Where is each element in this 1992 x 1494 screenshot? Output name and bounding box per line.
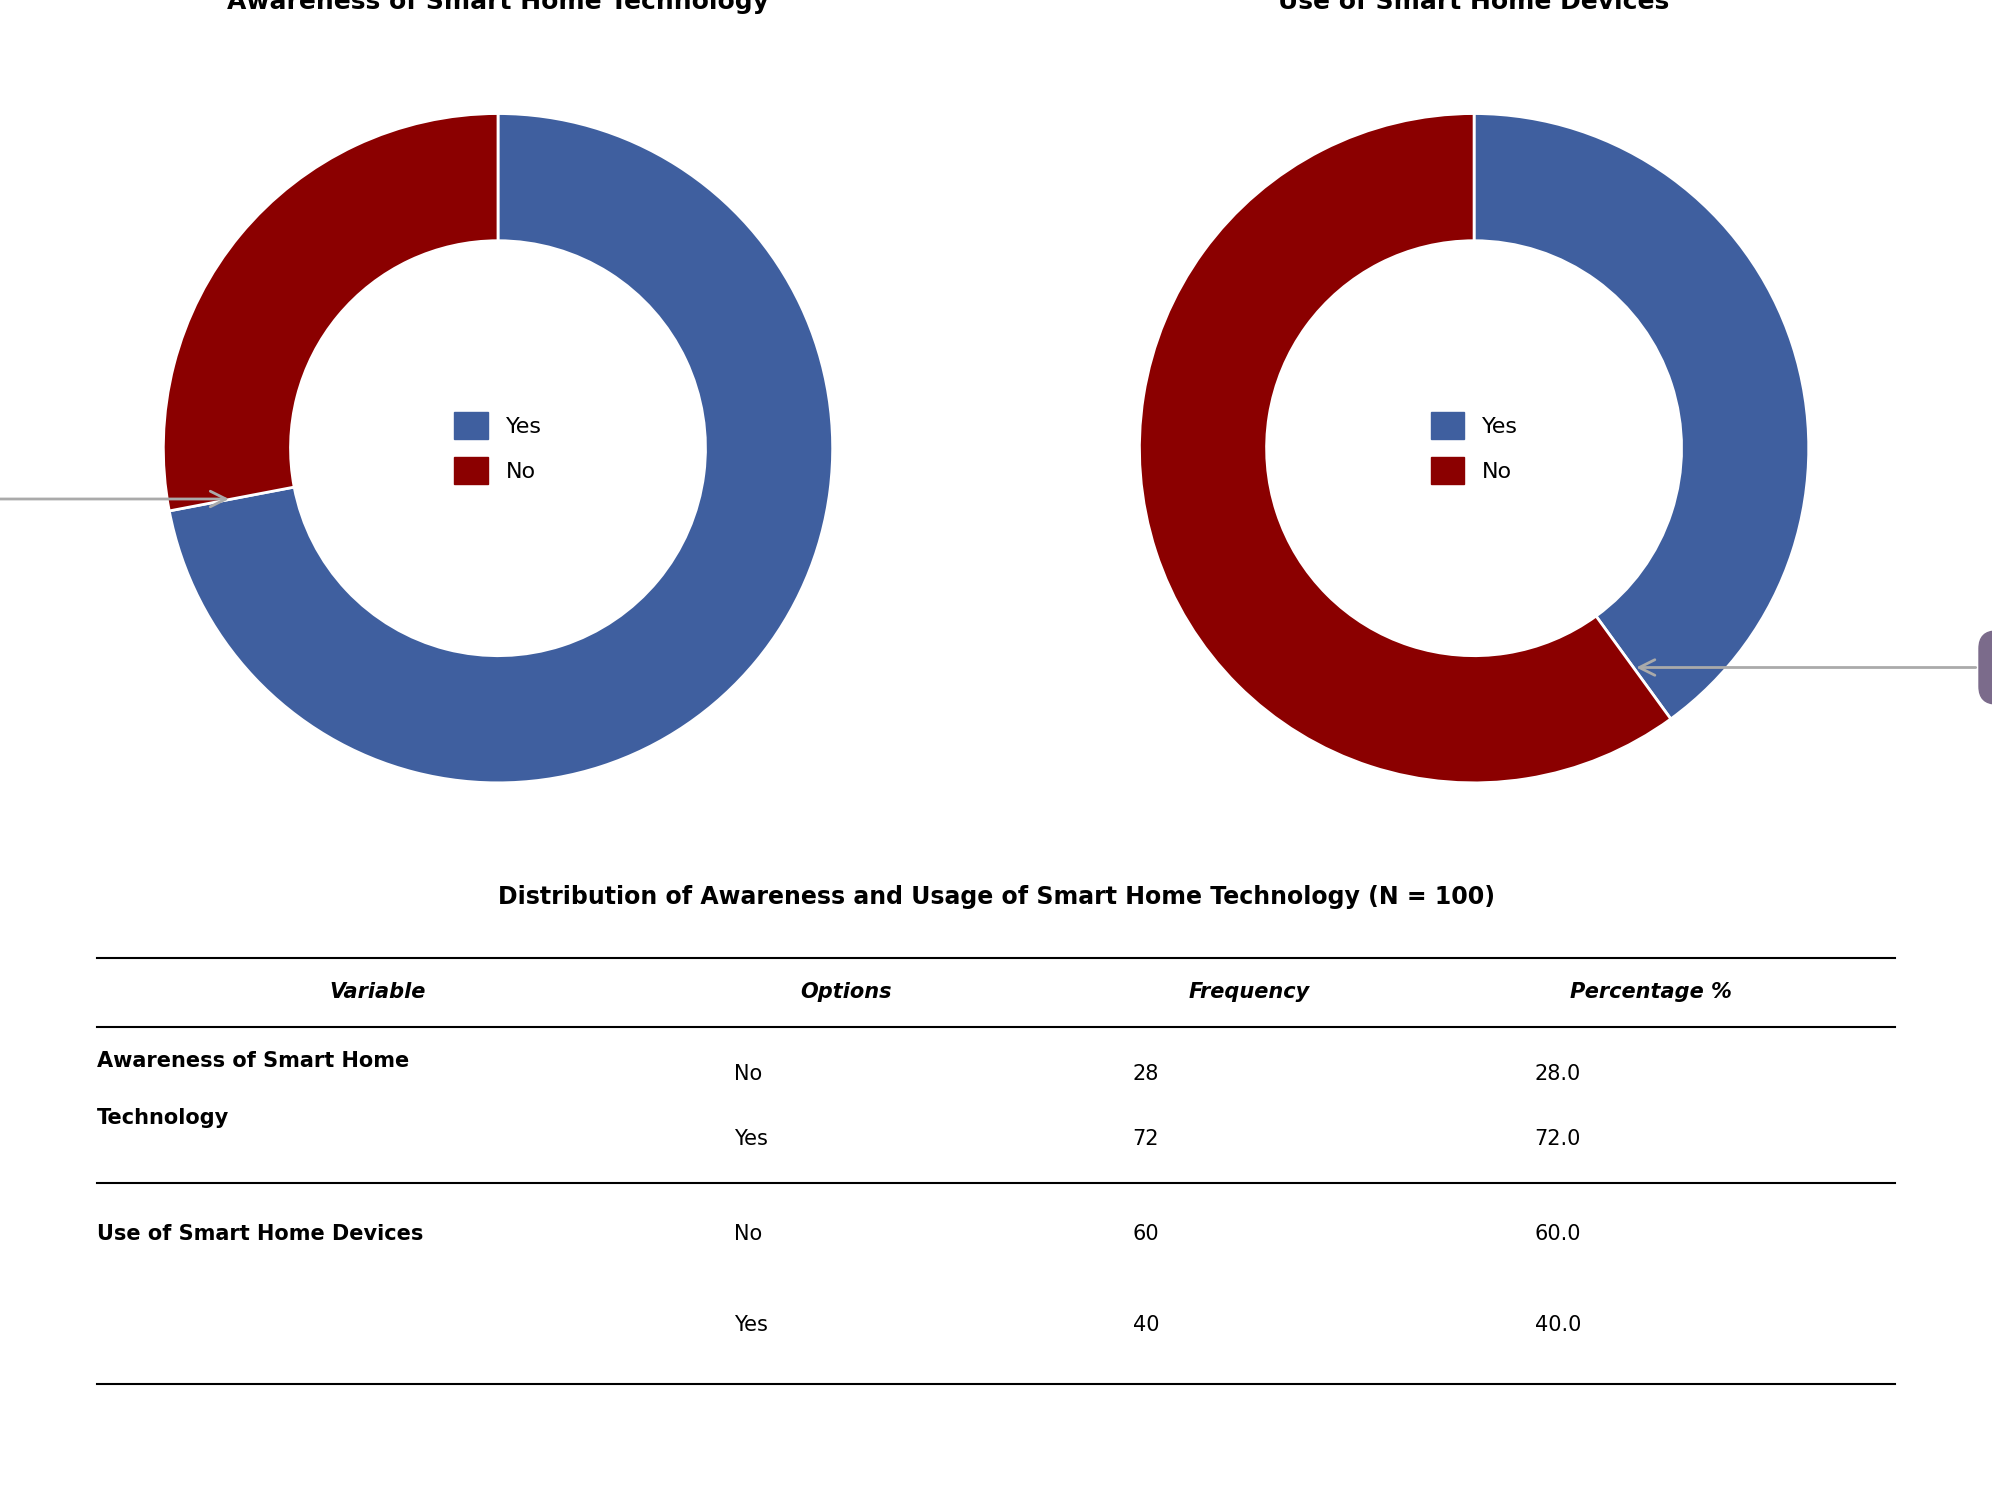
Text: Frequency: Frequency [1187,982,1309,1002]
Wedge shape [1474,114,1809,719]
Text: Distribution of Awareness and Usage of Smart Home Technology (N = 100): Distribution of Awareness and Usage of S… [498,886,1494,910]
Text: 72.0: 72.0 [1534,1129,1582,1149]
Legend: Yes, No: Yes, No [446,403,550,493]
Text: 28.0: 28.0 [1534,1064,1582,1083]
Text: No: No [733,1064,763,1083]
Text: Options: Options [801,982,892,1002]
Text: Awareness of Smart Home: Awareness of Smart Home [98,1052,410,1071]
Text: 40%: 40% [1639,648,1992,687]
Wedge shape [163,114,498,511]
Text: Percentage %: Percentage % [1570,982,1733,1002]
Text: 40: 40 [1133,1315,1159,1334]
Text: Yes: Yes [733,1129,767,1149]
Text: 28: 28 [1133,1064,1159,1083]
Text: 60: 60 [1133,1224,1159,1243]
Text: 60.0: 60.0 [1534,1224,1582,1243]
Wedge shape [169,114,833,783]
Text: 72: 72 [1133,1129,1159,1149]
Text: 40.0: 40.0 [1534,1315,1582,1334]
Text: No: No [733,1224,763,1243]
Text: Technology: Technology [98,1107,229,1128]
Text: Variable: Variable [331,982,426,1002]
Legend: Yes, No: Yes, No [1422,403,1526,493]
Text: Use of Smart Home Devices: Use of Smart Home Devices [98,1224,424,1243]
Text: Yes: Yes [733,1315,767,1334]
Wedge shape [1139,114,1671,783]
Title: Awareness of Smart Home Technology: Awareness of Smart Home Technology [227,0,769,13]
Title: Use of Smart Home Devices: Use of Smart Home Devices [1279,0,1669,13]
Text: 72%: 72% [0,480,225,518]
